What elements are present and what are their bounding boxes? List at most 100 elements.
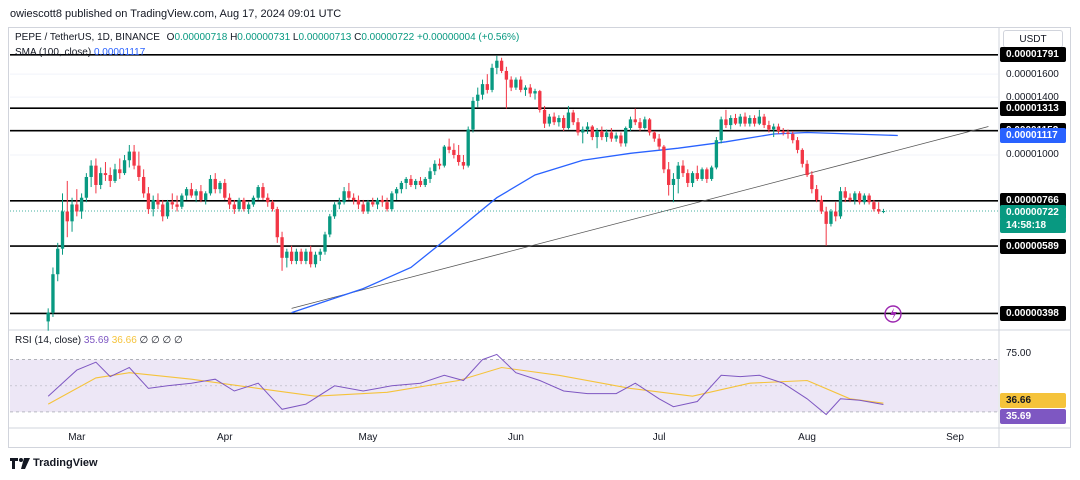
sma-line: [291, 131, 898, 314]
time-tick-label: May: [359, 432, 378, 443]
candle-body: [485, 84, 489, 90]
candle-body: [628, 119, 633, 128]
candle-body: [523, 87, 528, 90]
currency-button[interactable]: USDT: [1003, 30, 1063, 48]
sma-legend[interactable]: SMA (100, close) 0.00001117: [15, 47, 145, 58]
candle-body: [285, 251, 289, 258]
level-price-tag: 0.00001791: [1000, 47, 1066, 63]
candle-body: [805, 163, 809, 176]
candle-body: [724, 119, 728, 126]
candle-body: [404, 178, 408, 183]
candle-body: [867, 195, 871, 203]
candle-body: [151, 199, 155, 210]
candle-body: [146, 193, 151, 210]
rsi-ma-value: 36.66: [111, 335, 137, 346]
candle-body: [781, 130, 785, 133]
candle-body: [261, 187, 265, 198]
candle-body: [237, 199, 241, 210]
candle-body: [557, 117, 561, 123]
candle-body: [862, 195, 867, 203]
countdown-tag: 14:58:18: [1000, 217, 1066, 233]
candle-body: [853, 193, 857, 200]
time-tick-label: Jun: [508, 432, 524, 443]
candle-body: [56, 248, 60, 275]
candle-body: [829, 211, 833, 224]
candle-body: [857, 193, 862, 203]
candle-body: [566, 112, 571, 128]
low-value: 0.00000713: [298, 32, 352, 43]
candle-body: [323, 234, 327, 252]
close-label: C: [354, 32, 362, 43]
candle-body: [256, 187, 260, 198]
candle-body: [552, 116, 556, 123]
candle-body: [881, 211, 886, 213]
candle-body: [800, 149, 804, 164]
candle-body: [590, 126, 594, 138]
candle-body: [99, 173, 103, 185]
candle-body: [199, 191, 203, 200]
candle-body: [280, 237, 284, 258]
time-tick-label: Mar: [68, 432, 86, 443]
candle-body: [786, 132, 790, 134]
candle-body: [266, 197, 270, 203]
candle-body: [752, 117, 757, 124]
tradingview-brand[interactable]: TradingView: [10, 457, 98, 469]
candle-body: [423, 178, 427, 185]
candle-body: [456, 154, 461, 163]
candle-body: [213, 178, 217, 190]
candle-body: [452, 149, 456, 155]
candle-body: [161, 204, 165, 217]
candle-body: [328, 216, 332, 235]
candle-body: [332, 204, 337, 217]
candle-body: [643, 119, 647, 128]
tradingview-logo-icon: [10, 457, 30, 469]
candle-body: [356, 199, 361, 205]
candle-body: [156, 199, 160, 205]
symbol-legend[interactable]: PEPE / TetherUS, 1D, BINANCE O0.00000718…: [15, 32, 519, 43]
candle-body: [437, 163, 442, 166]
candle-body: [409, 178, 413, 185]
candle-body: [342, 191, 346, 203]
candle-body: [561, 117, 566, 128]
candle-body: [385, 202, 389, 210]
candle-body: [103, 173, 108, 176]
candle-body: [165, 202, 170, 217]
candle-body: [824, 211, 828, 224]
candle-body: [428, 171, 432, 179]
rsi-value-tag: 35.69: [1000, 408, 1066, 424]
candle-body: [84, 176, 89, 198]
candle-body: [204, 193, 208, 200]
candle-body: [270, 202, 275, 210]
change-value: +0.00000004 (+0.56%): [416, 32, 520, 43]
price-tick-label: 0.00001400: [1006, 91, 1059, 103]
rsi-legend[interactable]: RSI (14, close) 35.69 36.66 ∅ ∅ ∅ ∅: [15, 335, 183, 346]
rsi-line: [47, 353, 884, 416]
candle-body: [609, 132, 614, 139]
candle-body: [547, 116, 552, 124]
candle-body: [681, 165, 685, 174]
candle-body: [246, 204, 251, 210]
candle-body: [175, 204, 179, 207]
candle-body: [666, 169, 671, 185]
alert-bolt-icon: [890, 308, 897, 320]
candle-body: [94, 165, 98, 185]
candle-body: [495, 60, 499, 68]
candle-body: [118, 169, 122, 174]
candle-body: [170, 202, 174, 205]
candle-body: [772, 126, 776, 130]
candle-body: [476, 94, 480, 101]
candle-body: [180, 195, 184, 207]
candle-body: [466, 129, 470, 166]
candle-body: [447, 146, 451, 150]
candle-body: [313, 254, 318, 265]
candle-body: [108, 175, 112, 181]
candle-body: [70, 204, 74, 222]
candle-body: [504, 70, 509, 80]
price-tick-label: 0.00001600: [1006, 68, 1059, 80]
rsi-extra-values: ∅ ∅ ∅ ∅: [139, 335, 183, 346]
candle-body: [366, 202, 370, 212]
candle-body: [509, 79, 513, 88]
candle-body: [113, 169, 117, 181]
candle-body: [733, 117, 738, 124]
